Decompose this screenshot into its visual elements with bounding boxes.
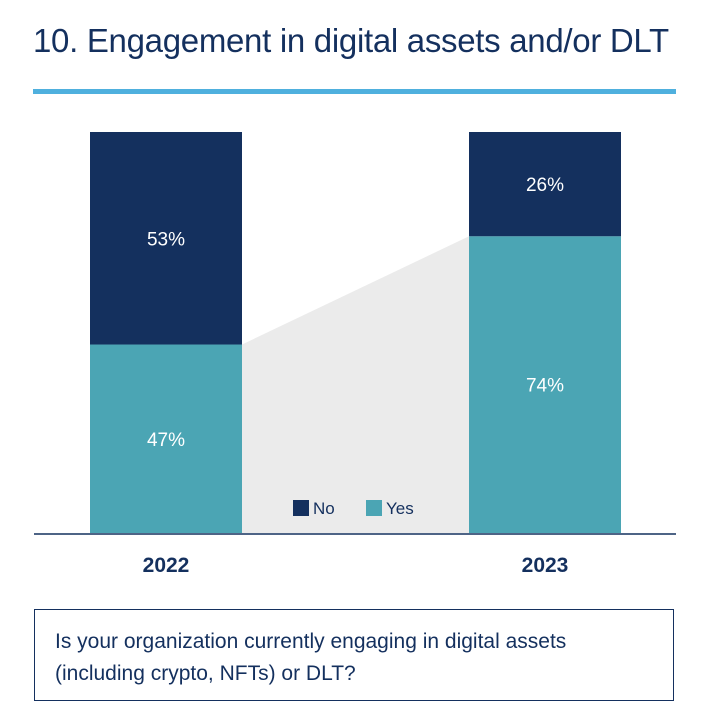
bar-no-2022	[90, 132, 242, 345]
bar-yes-2022	[90, 344, 242, 533]
connector-area	[242, 236, 469, 533]
legend-swatch-no	[293, 500, 309, 516]
question-text: Is your organization currently engaging …	[55, 630, 567, 685]
data-label-yes-2023: 74%	[526, 376, 564, 397]
legend-swatch-yes	[366, 500, 382, 516]
data-label-no-2022: 53%	[147, 229, 185, 250]
legend-label-no: No	[313, 499, 335, 518]
legend-label-yes: Yes	[386, 499, 414, 518]
data-label-no-2023: 26%	[526, 175, 564, 196]
stacked-bar-chart: 47% 53% 2022 74% 26% 2023 No Yes	[34, 132, 676, 577]
x-tick-label-2022: 2022	[143, 554, 190, 577]
bar-yes-2023	[469, 236, 621, 533]
bar-no-2023	[469, 132, 621, 237]
x-tick-label-2023: 2023	[522, 554, 569, 577]
question-box: Is your organization currently engaging …	[34, 609, 674, 701]
page-title: 10. Engagement in digital assets and/or …	[33, 22, 669, 59]
data-label-yes-2022: 47%	[147, 430, 185, 451]
title-divider	[33, 89, 676, 94]
